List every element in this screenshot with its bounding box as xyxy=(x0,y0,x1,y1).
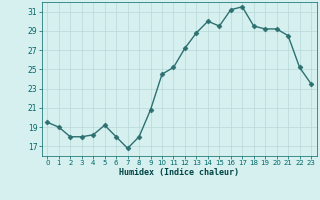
X-axis label: Humidex (Indice chaleur): Humidex (Indice chaleur) xyxy=(119,168,239,177)
